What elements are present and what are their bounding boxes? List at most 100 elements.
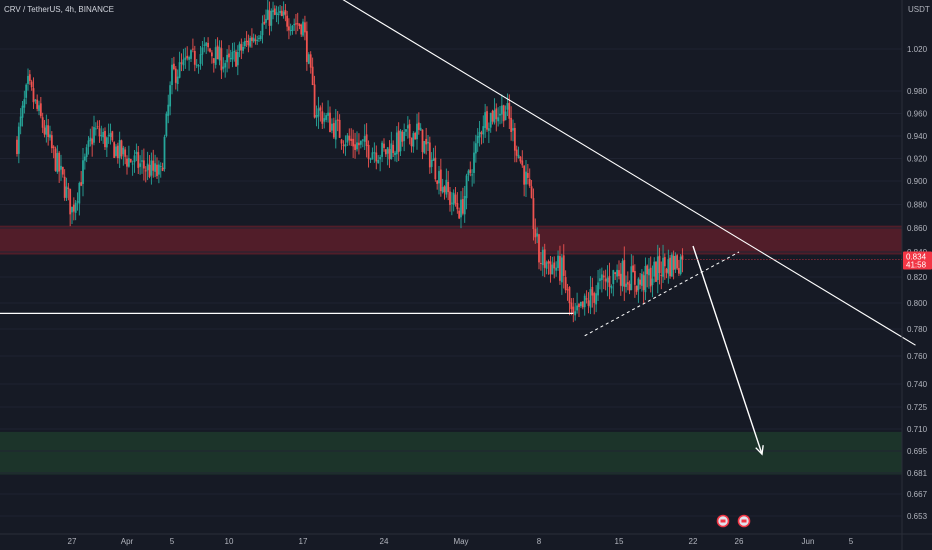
candle-body: [83, 156, 86, 161]
candle-body: [482, 126, 485, 135]
candle-body: [625, 283, 627, 287]
candle-body: [572, 306, 575, 314]
candle-body: [523, 165, 526, 185]
candle-body: [480, 132, 483, 134]
candle-body: [621, 261, 624, 287]
candle-body: [497, 117, 500, 122]
candle-body: [371, 152, 374, 160]
bar-countdown: 41:58: [906, 261, 927, 270]
candle-body: [365, 134, 368, 147]
candle-body: [50, 135, 53, 149]
candle-body: [397, 130, 400, 153]
candle-body: [195, 64, 198, 66]
candle-body: [212, 58, 215, 63]
candle-body: [286, 15, 289, 27]
candle-body: [367, 144, 370, 159]
candle-body: [334, 120, 337, 140]
candle-body: [578, 303, 580, 308]
descending-trendline[interactable]: [338, 0, 916, 346]
candle-body: [163, 136, 166, 170]
candle-body: [27, 75, 29, 84]
candle-body: [642, 275, 645, 291]
candle-body: [184, 57, 187, 60]
candle-body: [251, 37, 253, 41]
candle-body: [417, 122, 420, 130]
candle-body: [74, 202, 77, 213]
candle-body: [21, 105, 24, 118]
candle-body: [515, 149, 518, 156]
candle-body: [562, 255, 565, 276]
candle-body: [261, 23, 264, 36]
candle-body: [674, 255, 677, 270]
price-tick-label: 0.800: [907, 299, 928, 308]
candle-body: [265, 18, 267, 23]
candle-body: [233, 50, 236, 53]
candle-body: [660, 274, 663, 276]
candle-body: [91, 138, 94, 145]
candle-body: [85, 147, 88, 158]
candle-body: [593, 293, 596, 303]
candle-body: [300, 24, 303, 35]
candle-body: [536, 233, 539, 237]
candle-body: [78, 183, 81, 204]
rising-support-line[interactable]: [584, 251, 740, 337]
candle-body: [302, 21, 304, 36]
candle-body: [649, 267, 652, 287]
candle-body: [633, 270, 636, 285]
candle-body: [89, 137, 92, 142]
candle-body: [614, 272, 617, 274]
candle-body: [564, 277, 567, 291]
candle-body: [665, 268, 668, 273]
projection-arrow[interactable]: [692, 245, 763, 455]
candle-body: [76, 201, 79, 203]
candle-body: [414, 132, 417, 140]
candle-body: [342, 144, 345, 146]
candle-body: [209, 48, 211, 52]
candle-body: [313, 84, 316, 118]
candle-body: [336, 119, 339, 121]
candle-body: [663, 257, 666, 267]
candle-body: [173, 63, 175, 70]
candle-body: [658, 255, 661, 273]
candle-body: [323, 118, 326, 122]
candle-body: [568, 287, 571, 304]
candle-body: [670, 254, 673, 277]
candle-body: [188, 57, 190, 60]
candle-body: [646, 265, 649, 275]
candle-body: [338, 119, 341, 138]
candle-body: [102, 131, 105, 138]
candle-body: [600, 274, 603, 281]
candle-body: [205, 42, 208, 46]
candle-body: [54, 148, 57, 171]
candle-body: [107, 134, 110, 136]
candle-body: [118, 140, 121, 159]
candle-body: [606, 277, 609, 283]
candle-body: [403, 131, 406, 142]
candle-body: [277, 13, 280, 15]
candle-body: [169, 85, 172, 107]
candle-body: [626, 282, 629, 285]
time-tick-label: Apr: [121, 537, 134, 546]
candle-body: [591, 286, 594, 296]
candle-body: [461, 199, 464, 214]
candle-body: [150, 160, 153, 176]
candle-body: [580, 301, 582, 307]
price-tick-label: 0.710: [907, 425, 928, 434]
candle-body: [126, 158, 128, 167]
candle-body: [551, 264, 554, 275]
candle-body: [508, 102, 511, 119]
candle-body: [589, 289, 592, 308]
candle-body: [178, 62, 181, 78]
candle-body: [104, 130, 106, 148]
candle-body: [258, 37, 260, 39]
candle-body: [408, 124, 411, 138]
candle-body: [19, 116, 22, 127]
candle-body: [329, 112, 331, 133]
candle-body: [249, 37, 252, 47]
candle-body: [608, 275, 611, 287]
candle-body: [506, 103, 509, 110]
candle-body: [96, 126, 99, 128]
candle-body: [521, 160, 524, 166]
